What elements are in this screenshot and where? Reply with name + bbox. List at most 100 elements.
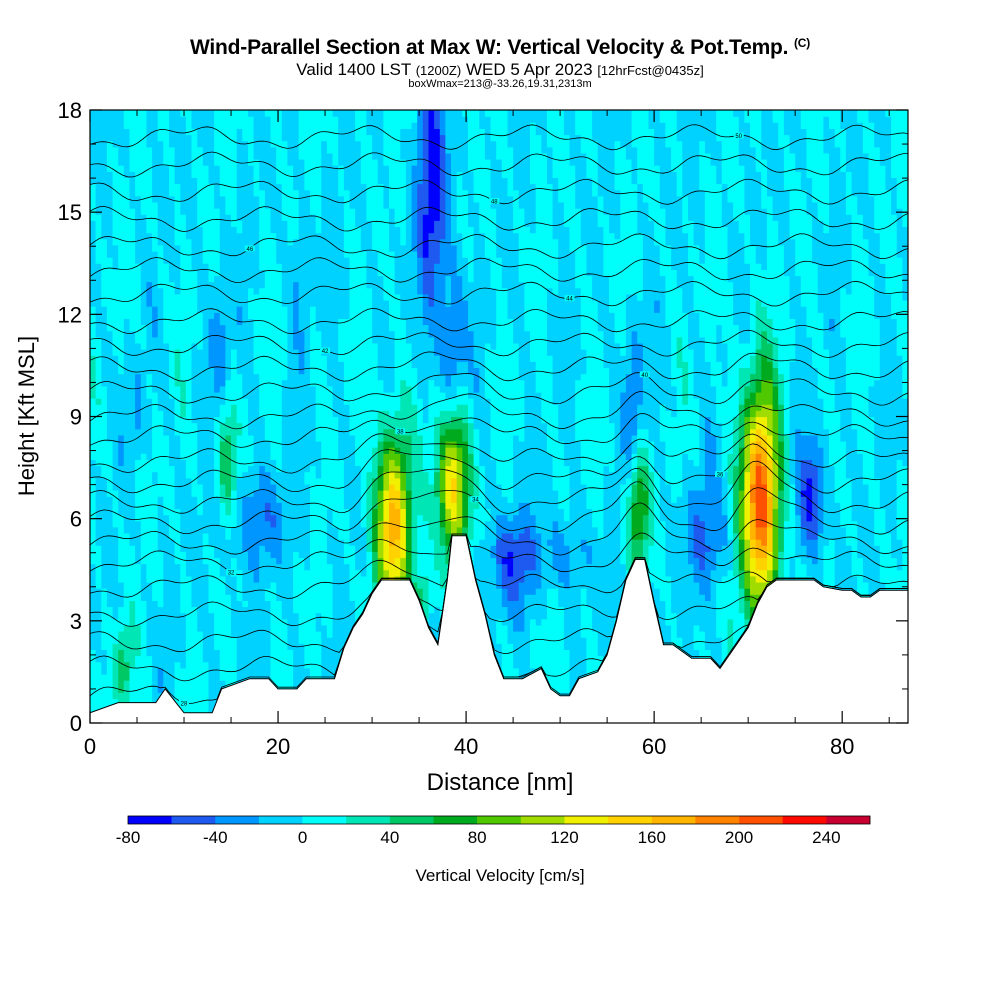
field-cell <box>106 287 114 295</box>
field-cell <box>360 508 367 516</box>
field-cell <box>174 661 181 669</box>
field-cell <box>310 287 317 295</box>
field-cell <box>185 361 193 368</box>
field-cell <box>106 533 114 540</box>
field-cell <box>219 680 226 687</box>
field-cell <box>343 434 351 442</box>
field-cell <box>197 422 204 430</box>
field-cell <box>298 232 305 240</box>
field-cell <box>287 392 294 399</box>
field-cell <box>276 612 283 620</box>
field-cell <box>152 686 159 693</box>
field-cell <box>118 251 125 258</box>
field-cell <box>349 533 356 540</box>
field-cell <box>118 698 125 706</box>
field-cell <box>310 312 317 319</box>
field-cell <box>231 600 238 608</box>
field-cell <box>219 342 226 350</box>
field-cell <box>264 306 272 313</box>
field-cell <box>248 667 255 675</box>
field-cell <box>106 165 114 172</box>
field-cell <box>214 300 221 307</box>
field-cell <box>135 202 142 209</box>
field-cell <box>101 110 108 117</box>
field-cell <box>129 520 136 528</box>
field-cell <box>101 318 108 326</box>
field-cell <box>332 434 339 442</box>
field-cell <box>90 612 97 620</box>
field-cell <box>321 183 328 191</box>
field-cell <box>298 624 305 632</box>
field-cell <box>208 453 215 460</box>
field-cell <box>95 551 102 559</box>
field-cell <box>287 563 294 571</box>
field-cell <box>174 244 181 252</box>
field-cell <box>231 208 238 215</box>
field-cell <box>152 232 159 240</box>
field-cell <box>123 477 130 485</box>
field-cell <box>152 483 159 491</box>
field-cell <box>163 226 170 234</box>
field-cell <box>298 582 305 589</box>
field-cell <box>163 251 170 258</box>
field-cell <box>101 539 108 546</box>
field-cell <box>343 392 351 399</box>
field-cell <box>253 416 260 424</box>
field-cell <box>174 428 181 436</box>
field-cell <box>338 238 345 246</box>
field-cell <box>298 195 305 203</box>
field-cell <box>287 447 294 454</box>
field-cell <box>270 624 277 632</box>
field-cell <box>326 165 334 172</box>
field-cell <box>242 606 249 614</box>
field-cell <box>174 465 181 473</box>
field-cell <box>135 422 142 430</box>
field-cell <box>185 551 193 559</box>
field-cell <box>157 447 164 454</box>
field-cell <box>106 606 114 614</box>
field-cell <box>242 404 249 411</box>
field-cell <box>298 349 305 356</box>
field-cell <box>208 392 215 399</box>
field-cell <box>315 226 322 234</box>
field-cell <box>197 183 204 191</box>
field-cell <box>174 324 181 332</box>
field-cell <box>287 293 294 301</box>
field-cell <box>310 263 317 270</box>
field-cell <box>355 110 362 117</box>
field-cell <box>225 606 232 614</box>
field-cell <box>298 422 305 430</box>
field-cell <box>360 165 367 172</box>
field-cell <box>219 122 226 129</box>
field-cell <box>270 422 277 430</box>
field-cell <box>95 606 102 614</box>
field-cell <box>174 342 181 350</box>
field-cell <box>169 392 176 399</box>
field-cell <box>332 637 339 644</box>
field-cell <box>276 165 283 172</box>
field-cell <box>253 342 260 350</box>
field-cell <box>259 152 266 160</box>
field-cell <box>225 275 232 283</box>
field-cell <box>332 330 339 338</box>
field-cell <box>231 551 238 559</box>
field-cell <box>287 361 294 368</box>
field-cell <box>129 496 136 503</box>
field-cell <box>287 575 294 583</box>
field-cell <box>140 330 147 338</box>
field-cell <box>101 404 108 411</box>
field-cell <box>219 459 226 467</box>
field-cell <box>270 306 277 313</box>
field-cell <box>191 195 198 203</box>
field-cell <box>95 477 102 485</box>
field-cell <box>236 465 243 473</box>
field-cell <box>236 214 243 221</box>
field-cell <box>123 300 130 307</box>
field-cell <box>169 177 176 185</box>
field-cell <box>191 557 198 565</box>
field-cell <box>355 398 362 405</box>
field-cell <box>180 373 187 381</box>
field-cell <box>259 643 266 650</box>
field-cell <box>180 416 187 424</box>
field-cell <box>208 508 215 516</box>
